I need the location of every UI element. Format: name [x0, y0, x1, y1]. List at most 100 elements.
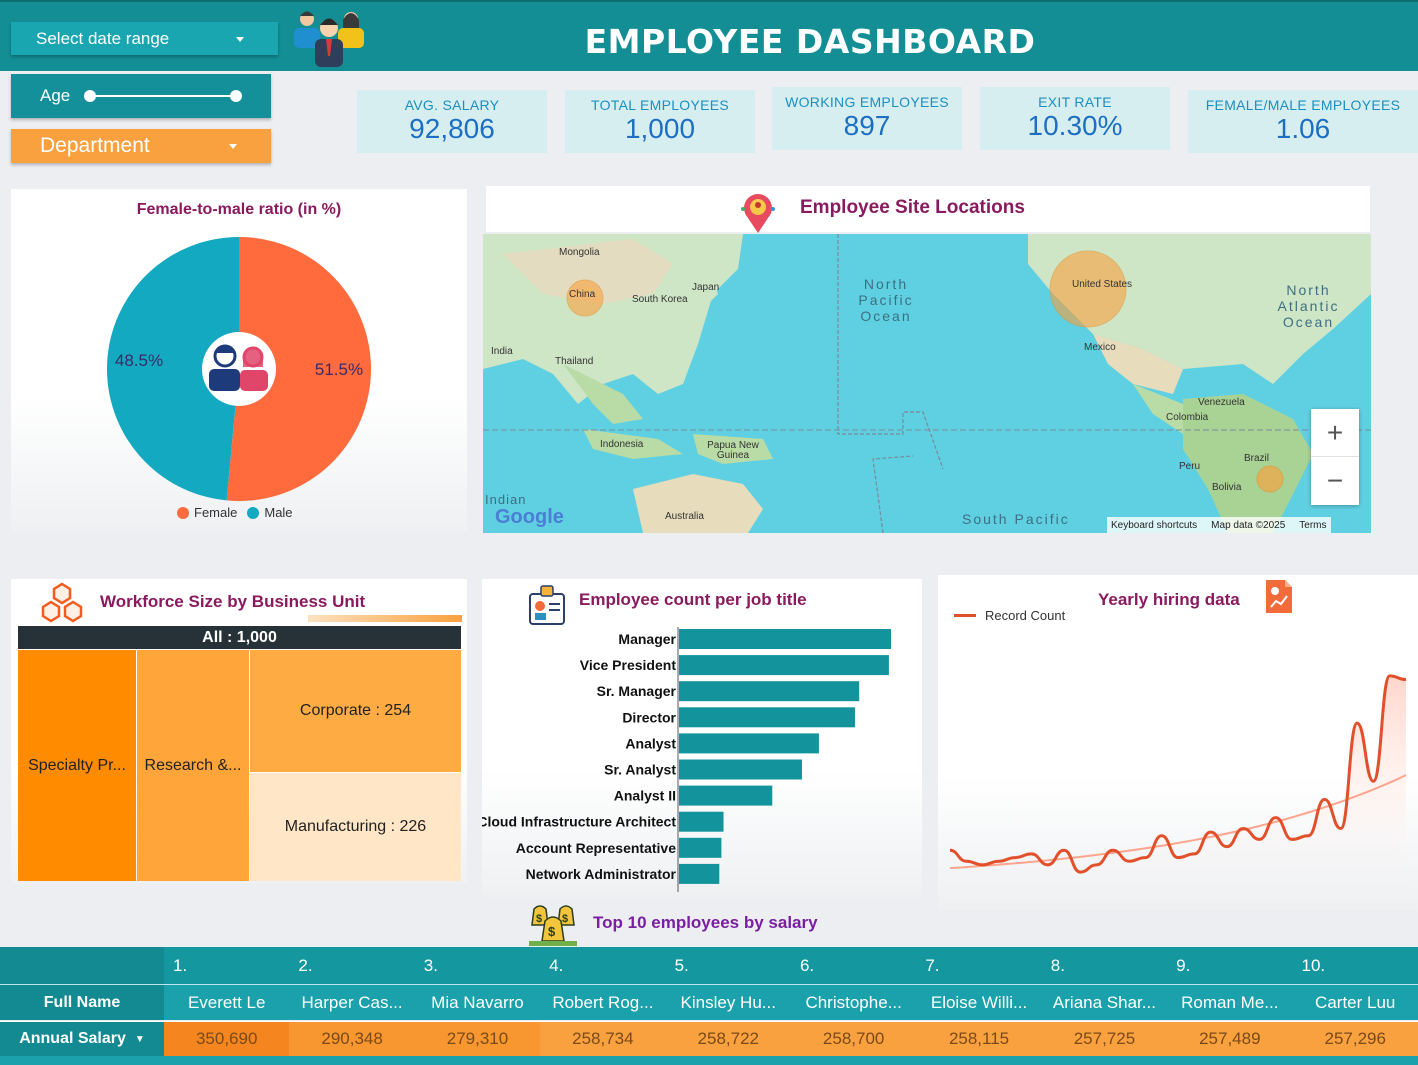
age-slider-track: [89, 95, 237, 97]
legend-line-swatch: [954, 614, 976, 617]
google-logo: Google: [495, 506, 564, 528]
job-title-label: Sr. Manager: [597, 683, 677, 699]
map-label-indian: Indian: [485, 492, 527, 507]
employee-name-cell[interactable]: Mia Navarro: [431, 992, 524, 1012]
map-label-united-states: United States: [1072, 279, 1133, 290]
employee-name-cell[interactable]: Robert Rog...: [552, 992, 654, 1012]
hiring-series-line: [949, 674, 1407, 874]
treemap-cell-manufacturing[interactable]: Manufacturing : 226: [250, 773, 461, 881]
sort-desc-icon[interactable]: ▼: [134, 1033, 145, 1045]
site-bubble-brazil[interactable]: [1256, 465, 1284, 493]
employee-name-cell[interactable]: Eloise Willi...: [930, 992, 1028, 1012]
keyboard-shortcuts-link[interactable]: Keyboard shortcuts: [1111, 519, 1198, 531]
employee-name-cell[interactable]: Ariana Shar...: [1052, 992, 1156, 1012]
svg-text:$: $: [562, 913, 568, 925]
employee-name-cell[interactable]: Everett Le: [187, 992, 266, 1012]
site-bubble-united-states[interactable]: [1049, 250, 1127, 328]
terms-link[interactable]: Terms: [1299, 519, 1327, 531]
zoom-out-button[interactable]: −: [1326, 465, 1344, 496]
salary-cell: 257,489: [1199, 1029, 1261, 1048]
pie-male-label: 48.5%: [115, 351, 163, 370]
salary-cells: 350,690 290,348 279,310 258,734 258,722 258,7…: [164, 1022, 1418, 1056]
table-footer-strip: [0, 1056, 1418, 1065]
zoom-in-button[interactable]: +: [1311, 409, 1359, 457]
treemap-cell-corporate[interactable]: Corporate : 254: [250, 650, 461, 772]
document-chart-icon: [1266, 580, 1292, 613]
treemap-cell-specialty[interactable]: Specialty Pr...: [18, 650, 136, 881]
employees-icon: [294, 11, 364, 67]
map-label-australia: Australia: [665, 511, 704, 522]
map-label-japan: Japan: [692, 282, 720, 293]
job-bar[interactable]: [679, 707, 855, 728]
employee-name-cell[interactable]: Kinsley Hu...: [680, 992, 776, 1012]
annual-salary-label: Annual Salary: [19, 1030, 126, 1047]
job-bar[interactable]: [679, 629, 891, 649]
job-bar[interactable]: [679, 655, 889, 676]
map-label-south-korea: South Korea: [632, 294, 688, 305]
map-label-indonesia: Indonesia: [600, 439, 644, 450]
job-title-label: Cloud Infrastructure Architect: [482, 814, 676, 830]
job-title-label: Sr. Analyst: [604, 762, 676, 778]
map-label-bolivia: Bolivia: [1212, 482, 1242, 493]
treemap-cell-research[interactable]: Research &...: [137, 650, 249, 881]
pie-slice-female: [226, 237, 371, 501]
color-scale-bar: [308, 615, 462, 622]
age-slider-max-handle[interactable]: [230, 90, 242, 102]
legend-male-swatch: [247, 506, 260, 519]
job-bar[interactable]: [679, 837, 722, 858]
job-bar[interactable]: [679, 681, 860, 702]
department-label: Department: [40, 134, 150, 157]
age-label: Age: [40, 86, 71, 105]
map-label-china: China: [569, 289, 596, 300]
treemap-root[interactable]: All : 1,000: [18, 626, 461, 649]
kpi-value: 10.30%: [1027, 110, 1123, 141]
top10-table: 1. 2. 3. 4. 5. 6. 7. 8. 9. 10. Full Name Everett …: [0, 947, 1418, 1065]
rank-cell: 7.: [925, 955, 940, 975]
map-title-bar: Employee Site Locations: [486, 186, 1370, 233]
employee-name-cell[interactable]: Christophe...: [805, 992, 902, 1012]
rank-cell: 8.: [1050, 955, 1065, 975]
salary-cell: 257,296: [1324, 1029, 1386, 1048]
employee-name-cell[interactable]: Roman Me...: [1181, 992, 1279, 1012]
kpi-label: EXIT RATE: [1038, 94, 1112, 110]
card-title: Yearly hiring data: [1098, 590, 1240, 609]
svg-text:$: $: [536, 913, 542, 925]
kpi-label: FEMALE/MALE EMPLOYEES: [1205, 97, 1401, 113]
site-bubble-china[interactable]: [566, 279, 604, 317]
kpi-exit-rate: EXIT RATE 10.30%: [980, 87, 1170, 150]
employee-name-cell[interactable]: Carter Luu: [1315, 992, 1396, 1012]
rank-cell: 5.: [674, 955, 689, 975]
table-salary-row: Annual Salary ▼ 350,690 290,348 279,310 258…: [0, 1021, 1418, 1056]
employee-name-cell[interactable]: Harper Cas...: [301, 992, 403, 1012]
rank-cell: 2.: [298, 955, 313, 975]
rank-cell: 9.: [1176, 955, 1191, 975]
age-slider-control[interactable]: Age: [11, 74, 271, 118]
money-bags-icon: $ $ $: [529, 905, 577, 946]
job-bar[interactable]: [679, 785, 773, 806]
annual-salary-header[interactable]: Annual Salary ▼: [0, 1022, 164, 1056]
kpi-female-male: FEMALE/MALE EMPLOYEES 1.06: [1188, 90, 1418, 153]
table-rank-row: 1. 2. 3. 4. 5. 6. 7. 8. 9. 10.: [0, 947, 1418, 984]
date-range-select[interactable]: Select date range: [11, 22, 278, 55]
workforce-card: Workforce Size by Business Unit All : 1,…: [11, 579, 467, 884]
job-title-label: Account Representative: [516, 840, 676, 856]
map-label-india: India: [491, 346, 513, 357]
kpi-label: TOTAL EMPLOYEES: [590, 97, 730, 113]
kpi-working-employees: WORKING EMPLOYEES 897: [772, 87, 962, 150]
location-pin-icon: [741, 194, 775, 233]
job-bar[interactable]: [679, 733, 819, 754]
job-bar[interactable]: [679, 863, 720, 884]
map-label-thailand: Thailand: [555, 356, 594, 367]
job-title-label: Network Administrator: [526, 866, 677, 882]
job-bar[interactable]: [679, 759, 802, 780]
map-label-mexico: Mexico: [1084, 342, 1116, 353]
job-bar[interactable]: [679, 811, 724, 832]
kpi-value: 92,806: [409, 113, 495, 144]
site-map[interactable]: Mongolia China South Korea Japan India T…: [483, 234, 1371, 533]
age-slider-min-handle[interactable]: [84, 90, 96, 102]
chevron-down-icon: [236, 36, 244, 42]
map-label-png: Papua New Guinea: [707, 440, 759, 461]
map-label-mongolia: Mongolia: [559, 247, 600, 258]
department-select[interactable]: Department: [11, 129, 271, 163]
salary-cell: 257,725: [1073, 1029, 1136, 1048]
